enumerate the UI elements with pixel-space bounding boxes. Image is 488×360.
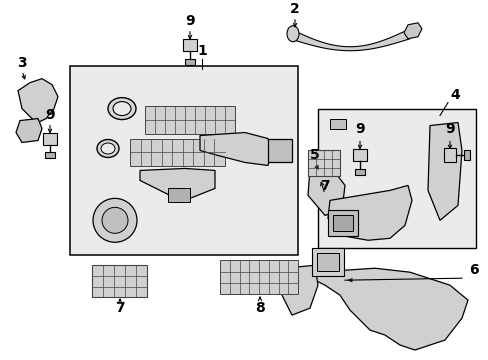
Polygon shape [403, 23, 421, 39]
Polygon shape [16, 118, 42, 143]
Ellipse shape [286, 26, 298, 42]
Polygon shape [18, 78, 58, 122]
Bar [329, 118, 346, 129]
Text: 9: 9 [45, 108, 55, 122]
Bar [354, 170, 364, 175]
Polygon shape [314, 268, 467, 350]
Polygon shape [267, 139, 291, 162]
Circle shape [102, 207, 128, 233]
Bar [220, 260, 297, 294]
Text: 6: 6 [468, 263, 478, 277]
Polygon shape [427, 122, 461, 220]
Text: 3: 3 [17, 56, 27, 70]
Bar [168, 188, 190, 202]
Bar [92, 265, 147, 297]
Text: 1: 1 [197, 44, 206, 58]
Circle shape [93, 198, 137, 242]
Text: 7: 7 [320, 179, 329, 193]
Bar [43, 132, 57, 144]
Bar [130, 139, 224, 166]
Ellipse shape [97, 140, 119, 157]
Bar [317, 109, 475, 248]
Polygon shape [289, 29, 409, 51]
Bar [463, 150, 469, 161]
Polygon shape [200, 132, 271, 166]
Bar [327, 210, 357, 236]
Bar [332, 215, 352, 231]
Ellipse shape [101, 143, 115, 154]
Bar [45, 153, 55, 158]
Bar [316, 253, 338, 271]
Text: 9: 9 [354, 122, 364, 136]
Bar [70, 66, 297, 255]
Text: 5: 5 [309, 148, 319, 162]
Bar [184, 59, 195, 65]
Bar [183, 39, 197, 51]
Text: 9: 9 [444, 122, 454, 136]
Text: 4: 4 [449, 87, 459, 102]
Text: 2: 2 [289, 2, 299, 16]
Bar [145, 105, 235, 134]
Bar [311, 248, 343, 276]
Bar [352, 149, 366, 162]
Polygon shape [307, 166, 345, 215]
Polygon shape [282, 265, 317, 315]
Ellipse shape [108, 98, 136, 120]
Text: 7: 7 [115, 301, 124, 315]
Ellipse shape [113, 102, 131, 116]
Polygon shape [327, 185, 411, 240]
Polygon shape [140, 168, 215, 198]
Bar [307, 150, 339, 176]
Text: 9: 9 [185, 14, 194, 28]
Text: 8: 8 [255, 301, 264, 315]
Bar [443, 148, 455, 162]
